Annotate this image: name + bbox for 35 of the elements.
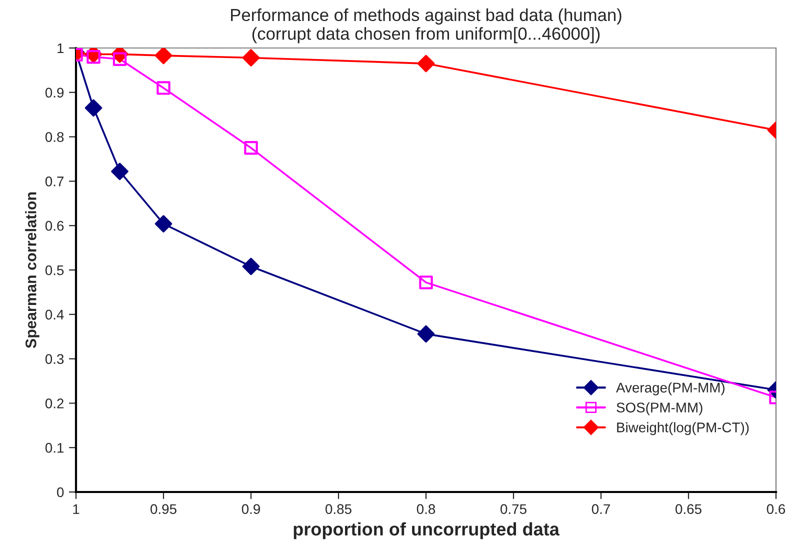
x-tick-label: 0.6	[766, 504, 786, 514]
y-axis-title: Spearman correlation	[25, 192, 40, 348]
y-tick-label: 0.6	[45, 220, 64, 231]
x-axis-title: proportion of uncorrupted data	[294, 522, 560, 540]
y-tick-label: 0.2	[45, 398, 64, 408]
x-tick-label: 0.65	[676, 504, 702, 514]
x-tick-label: 0.9	[242, 504, 260, 514]
point	[154, 215, 172, 232]
legend-label: Biweight(log(PM-CT))	[617, 422, 749, 436]
y-tick-label: 0.1	[45, 442, 64, 453]
y-tick-label: 0.7	[45, 176, 64, 186]
chart-title: Performance of methods against bad data (human) (corrupt data chosen from uniform[0...46000])	[231, 8, 622, 44]
point	[244, 141, 258, 155]
y-tick-label: 0.3	[45, 354, 64, 364]
legend-label: SOS(PM-MM)	[616, 402, 702, 416]
point	[156, 81, 170, 95]
y-tick-label: 1	[58, 43, 64, 54]
x-tick-label: 0.85	[326, 504, 352, 514]
x-tick-label: 0.7	[592, 504, 610, 514]
legend-label: Average(PM-MM)	[616, 382, 724, 396]
point	[111, 162, 128, 180]
y-tick-label: 0.4	[45, 310, 64, 320]
point	[242, 49, 260, 66]
x-tick-label: 0.95	[150, 504, 176, 514]
y-tick-label: 0	[57, 487, 64, 498]
point	[112, 52, 127, 66]
x-tick-label: 0.8	[416, 504, 436, 514]
point	[154, 48, 172, 64]
point	[84, 99, 102, 117]
x-tick-label: 1	[73, 504, 80, 514]
y-tick-label: 0.9	[45, 88, 64, 98]
y-tick-label: 0.5	[45, 265, 64, 276]
y-tick-label: 0.8	[45, 132, 64, 142]
x-tick-label: 0.75	[500, 504, 526, 514]
point	[242, 258, 260, 276]
